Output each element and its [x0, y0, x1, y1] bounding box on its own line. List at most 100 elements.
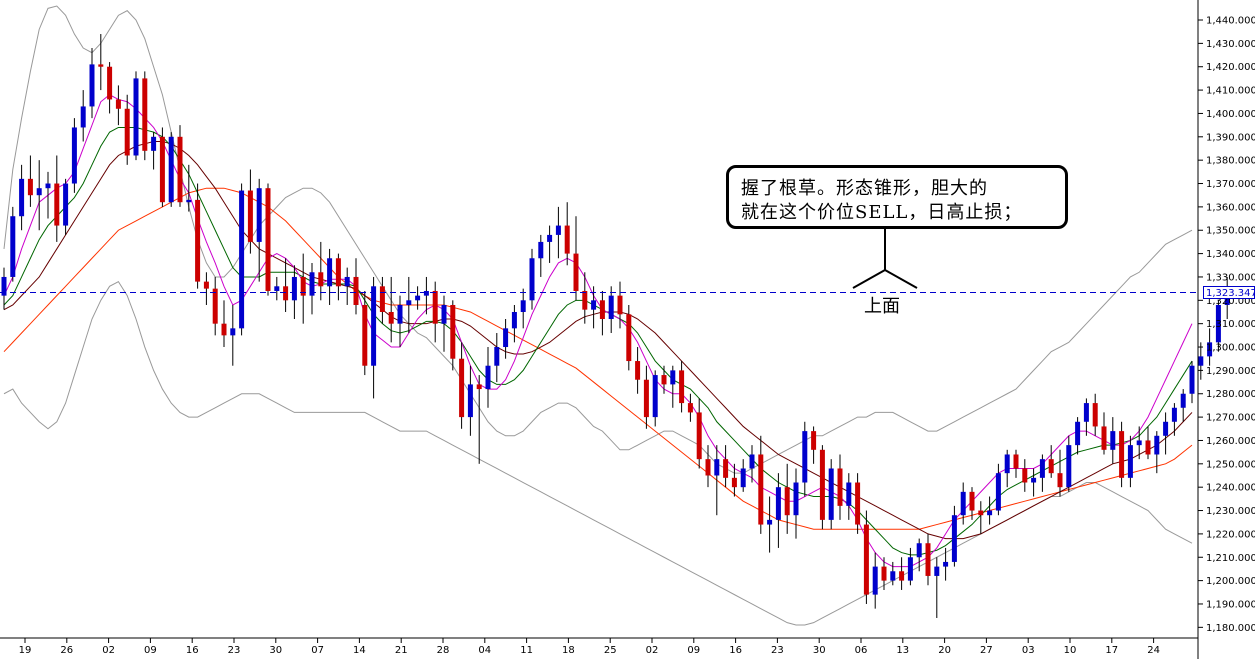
candle-body — [705, 459, 711, 476]
candle-body — [362, 304, 368, 366]
candle-body — [10, 216, 16, 277]
candle-body — [256, 188, 262, 242]
candle-body — [547, 234, 553, 242]
candle — [1101, 412, 1107, 455]
candle-body — [784, 487, 790, 516]
candle — [723, 445, 729, 488]
candle-body — [758, 454, 764, 525]
candle — [1083, 398, 1089, 436]
candle — [547, 225, 553, 263]
candle-body — [872, 566, 878, 595]
candle-body — [1119, 431, 1125, 478]
candle — [643, 365, 649, 429]
candle-body — [80, 106, 86, 128]
y-tick-label: 1,220.000 — [1206, 529, 1255, 540]
candle-body — [71, 127, 77, 184]
candle-body — [635, 361, 641, 380]
candle-body — [723, 459, 729, 478]
candle — [467, 365, 473, 436]
candle-body — [591, 300, 597, 310]
y-tick-label: 1,190.000 — [1206, 599, 1255, 610]
candle-body — [186, 199, 192, 203]
candle — [327, 248, 333, 305]
x-tick-label: 27 — [980, 645, 993, 656]
candle — [1145, 426, 1151, 460]
candle-body — [1083, 403, 1089, 422]
candle — [951, 505, 957, 567]
candle-body — [749, 454, 755, 469]
x-tick-label: 23 — [771, 645, 784, 656]
candle-body — [1207, 342, 1213, 357]
candle — [1198, 342, 1204, 380]
candle — [247, 169, 253, 254]
candle-body — [934, 566, 940, 576]
candle — [353, 258, 359, 315]
candle — [740, 459, 746, 492]
candle-body — [1101, 426, 1107, 450]
candle — [960, 482, 966, 525]
candle-body — [846, 482, 852, 506]
candle-body — [1136, 440, 1142, 446]
x-tick-label: 02 — [102, 645, 115, 656]
candle-body — [124, 108, 130, 156]
x-tick-label: 11 — [520, 645, 533, 656]
candle-body — [1031, 477, 1037, 483]
candle — [784, 463, 790, 534]
candle — [995, 463, 1001, 516]
y-tick-label: 1,200.000 — [1206, 576, 1255, 587]
candle-body — [907, 557, 913, 581]
candle — [591, 286, 597, 329]
candle — [186, 164, 192, 212]
candle — [608, 286, 614, 334]
candle — [274, 276, 280, 301]
x-tick-label: 14 — [353, 645, 366, 656]
candle — [27, 155, 33, 207]
candle-body — [1066, 445, 1072, 488]
y-tick-label: 1,210.000 — [1206, 553, 1255, 564]
y-tick-label: 1,430.000 — [1206, 39, 1255, 50]
y-tick-label: 1,350.000 — [1206, 226, 1255, 237]
x-tick-label: 19 — [19, 645, 32, 656]
candle-body — [1145, 440, 1151, 455]
annotation-line-1: 握了根草。形态锥形，胆大的 — [741, 178, 988, 199]
candle-body — [731, 477, 737, 488]
candle-body — [432, 290, 438, 324]
candle-body — [793, 482, 799, 516]
candle-body — [564, 225, 570, 254]
candle — [441, 295, 447, 352]
candle — [45, 171, 51, 219]
candle-body — [327, 258, 333, 287]
candle-body — [617, 295, 623, 315]
candle — [1110, 417, 1116, 464]
candle-body — [423, 290, 429, 296]
candle-body — [855, 482, 861, 525]
candle-body — [802, 431, 808, 483]
candle-body — [1004, 454, 1010, 474]
candle — [142, 71, 148, 161]
candle-body — [1048, 459, 1054, 474]
annotation-box: 握了根草。形态锥形，胆大的 就在这个价位SELL，日高止损； — [726, 165, 1068, 229]
candle-body — [503, 328, 509, 348]
candle — [582, 272, 588, 324]
x-tick-label: 21 — [395, 645, 408, 656]
y-tick-label: 1,370.000 — [1206, 179, 1255, 190]
candle — [617, 281, 623, 329]
y-tick-label: 1,380.000 — [1206, 156, 1255, 167]
candle-body — [151, 136, 157, 151]
candle-body — [27, 178, 33, 196]
candle — [230, 304, 236, 366]
ma10-line — [3, 126, 1193, 556]
candle — [564, 202, 570, 266]
moving-averages — [3, 94, 1193, 568]
candle-body — [318, 272, 324, 287]
candle — [107, 62, 113, 114]
ma20-line — [3, 140, 1193, 540]
candle — [749, 445, 755, 483]
candle-body — [494, 347, 500, 366]
candle — [203, 272, 209, 305]
candle-body — [978, 510, 984, 516]
candle-body — [916, 543, 922, 558]
candle — [432, 281, 438, 343]
candle-body — [696, 412, 702, 460]
candle — [1154, 431, 1160, 474]
